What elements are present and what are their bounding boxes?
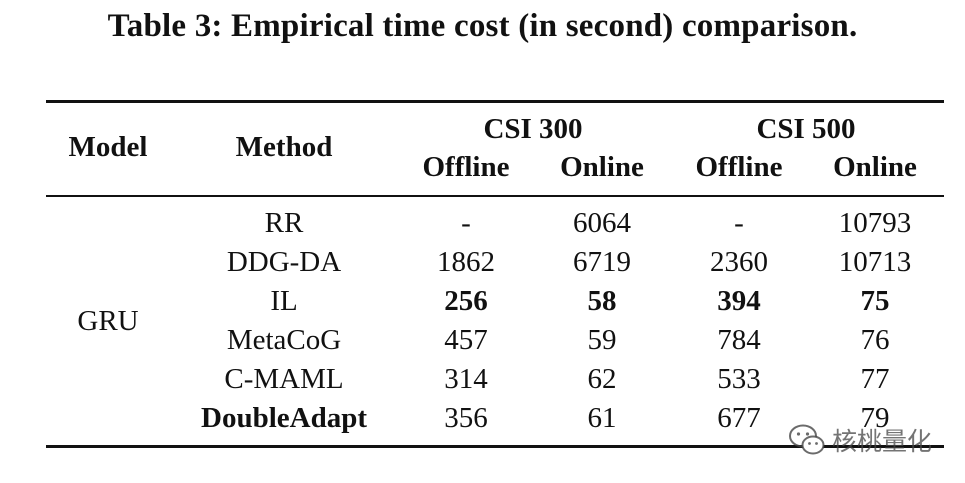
header-csi500-online: Online [833,151,917,183]
top-rule [46,100,944,103]
value-cell: 59 [587,324,617,356]
value-cell: 256 [444,285,488,317]
value-cell: 79 [860,402,890,434]
value-cell: 533 [717,363,761,395]
value-cell: - [734,207,744,239]
header-csi500-offline: Offline [695,151,783,183]
method-cell: C-MAML [224,363,344,395]
watermark: 核桃量化 [788,420,932,460]
method-cell: DoubleAdapt [201,402,367,434]
value-cell: 61 [587,402,617,434]
header-method: Method [235,131,333,163]
value-cell: 6064 [573,207,631,239]
value-cell: 1862 [437,246,495,278]
watermark-text: 核桃量化 [832,427,933,456]
method-cell: RR [264,207,304,239]
header-rule [46,195,944,197]
model-cell: GRU [77,305,139,337]
wechat-icon [789,424,825,455]
value-cell: 2360 [710,246,768,278]
value-cell: 75 [860,285,890,317]
value-cell: 10793 [838,207,912,239]
value-cell: - [461,207,471,239]
header-model: Model [68,131,148,163]
table-caption: Table 3: Empirical time cost (in second)… [107,8,858,44]
value-cell: 77 [860,363,890,395]
value-cell: 356 [444,402,488,434]
header-csi300-online: Online [560,151,644,183]
value-cell: 394 [717,285,761,317]
value-cell: 784 [717,324,761,356]
value-cell: 62 [587,363,617,395]
bottom-rule [46,445,944,448]
value-cell: 6719 [573,246,631,278]
header-csi300-offline: Offline [422,151,510,183]
value-cell: 457 [444,324,488,356]
value-cell: 58 [587,285,617,317]
header-group-csi300: CSI 300 [483,113,583,145]
method-cell: MetaCoG [226,324,342,356]
value-cell: 10713 [838,246,912,278]
value-cell: 677 [717,402,761,434]
header-group-csi500: CSI 500 [756,113,856,145]
method-cell: DDG-DA [226,246,342,278]
method-cell: IL [270,285,298,317]
value-cell: 314 [444,363,488,395]
value-cell: 76 [860,324,890,356]
